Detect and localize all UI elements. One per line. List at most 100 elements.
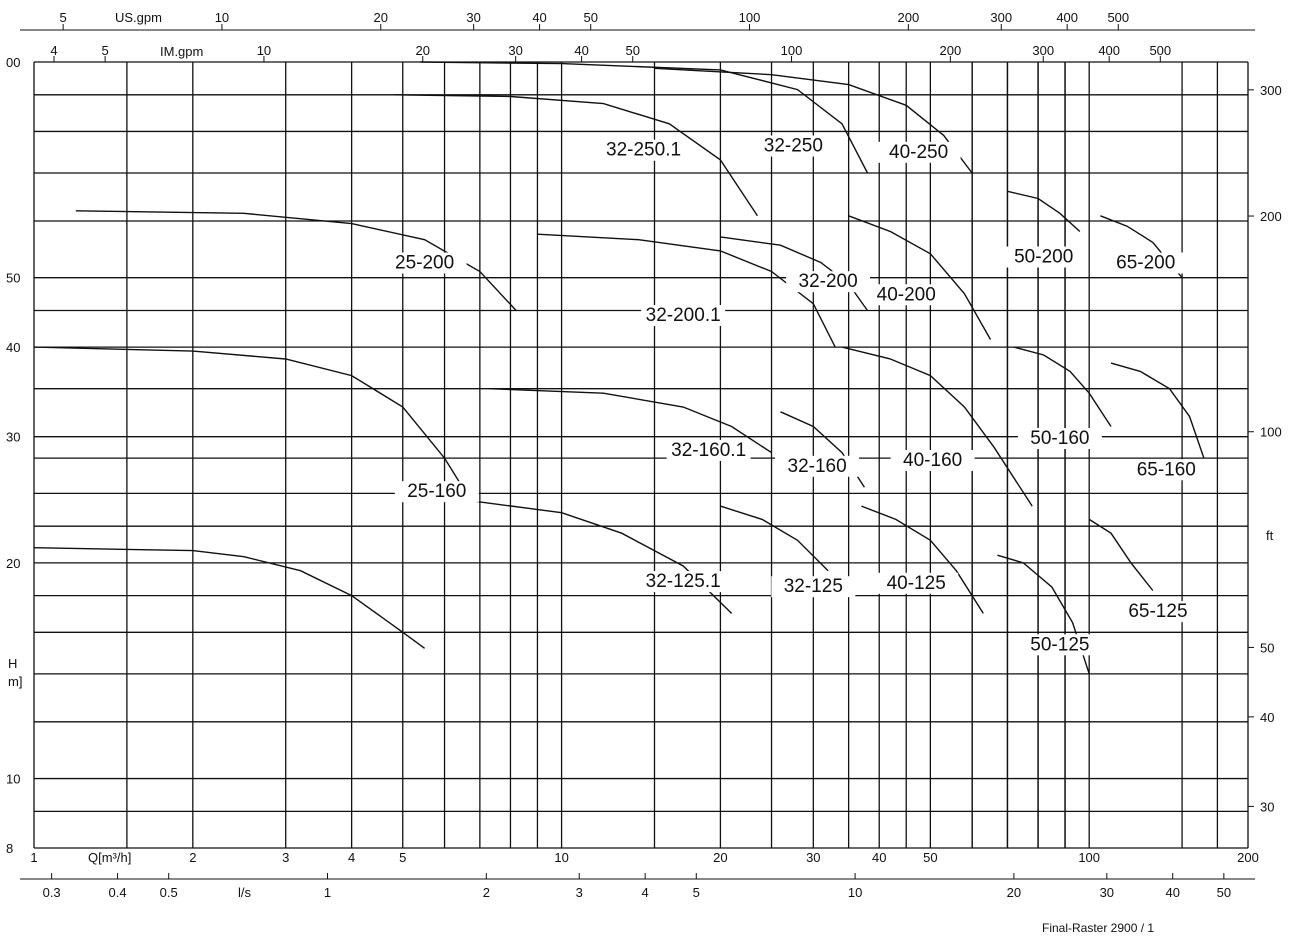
curve-label-bg: [641, 305, 726, 327]
x-tick-label: 10: [554, 850, 568, 865]
pump-curve-32-200.1: [537, 233, 836, 348]
pump-curve-65-125: [1088, 518, 1154, 591]
imgpm-tick-label: 5: [102, 43, 109, 58]
usgpm-axis-label: US.gpm: [115, 10, 162, 25]
x-tick-label: 3: [282, 850, 289, 865]
curve-label: 32-250.1: [606, 140, 681, 161]
pump-curve-32-125: [720, 505, 829, 572]
imgpm-axis-label: IM.gpm: [160, 44, 203, 59]
pump-curve-40-125: [861, 505, 984, 614]
imgpm-tick-label: 10: [257, 43, 271, 58]
curve-label: 32-125.1: [646, 571, 721, 592]
y-axis-label-h: H: [8, 656, 17, 671]
x-tick-label: 2: [189, 850, 196, 865]
y-axis-label-unit: m]: [8, 674, 22, 689]
x-tick-label: 20: [713, 850, 727, 865]
chart-grid: [33, 61, 1249, 849]
x-tick-label: 5: [399, 850, 406, 865]
curve-label-bg: [864, 284, 949, 306]
pump-curve-25-200: [75, 210, 517, 311]
curve-label-bg: [786, 271, 871, 293]
curve-label-bg: [1017, 428, 1102, 450]
curve-label-bg: [775, 455, 860, 477]
curve-label-bg: [382, 252, 467, 274]
x-tick-label: 4: [348, 850, 355, 865]
pump-curve-32-160.1: [489, 388, 772, 454]
imgpm-tick-label: 20: [416, 43, 430, 58]
pump-curves: [33, 61, 1205, 675]
curve-label: 50-160: [1030, 428, 1089, 449]
x-tick-label: 40: [872, 850, 886, 865]
pump-curve-32-200: [720, 236, 869, 311]
x-tick-label: 50: [923, 850, 937, 865]
ls-tick-label: 20: [1007, 885, 1021, 900]
imgpm-tick-label: 4: [50, 43, 57, 58]
ft-tick-label: 200: [1260, 209, 1282, 224]
pump-curve-25-125: [33, 547, 426, 649]
ft-tick-label: 30: [1260, 799, 1274, 814]
pump-curve-25-160: [33, 346, 467, 494]
ls-tick-label: 30: [1100, 885, 1114, 900]
curve-label-bg: [771, 576, 856, 598]
y-tick-label: 40: [6, 340, 20, 355]
ft-tick-label: 40: [1260, 710, 1274, 725]
curve-label: 65-160: [1137, 459, 1196, 480]
curve-label-bg: [1017, 634, 1102, 656]
curve-label: 40-160: [903, 450, 962, 471]
pump-curve-32-250: [420, 61, 869, 174]
imgpm-tick-label: 100: [781, 43, 803, 58]
imgpm-tick-label: 50: [625, 43, 639, 58]
x-tick-label: 1: [30, 850, 37, 865]
curve-label: 32-200: [799, 271, 858, 292]
imgpm-tick-label: 400: [1098, 43, 1120, 58]
y-tick-label: 50: [6, 271, 20, 286]
pump-curve-50-160: [1013, 346, 1112, 427]
curve-label: 40-125: [887, 573, 946, 594]
ft-tick-label: 100: [1260, 425, 1282, 440]
ls-tick-label: 0.4: [109, 885, 127, 900]
pump-curve-50-200: [1007, 190, 1081, 233]
usgpm-tick-label: 20: [374, 10, 388, 25]
imgpm-tick-label: 40: [574, 43, 588, 58]
curve-label-bg: [876, 141, 961, 163]
curve-label-bg: [1001, 246, 1086, 268]
curve-label: 25-160: [407, 481, 466, 502]
pump-curve-32-125.1: [462, 499, 733, 614]
ls-tick-label: 3: [576, 885, 583, 900]
ls-tick-label: 10: [848, 885, 862, 900]
curve-label: 32-200.1: [646, 305, 721, 326]
ls-tick-label: 4: [642, 885, 649, 900]
x-tick-label: 30: [806, 850, 820, 865]
usgpm-tick-label: 400: [1056, 10, 1078, 25]
ls-tick-label: 40: [1165, 885, 1179, 900]
curve-label: 32-125: [784, 576, 843, 597]
curve-label-bg: [874, 572, 959, 594]
curve-label-bg: [601, 139, 686, 161]
chart-axes: 1 2 3 4 5 10 20 30 40 50 100 200 0.3 0.4 0.5 1 2 3 4 5 10 20 3…: [6, 10, 1282, 900]
pump-curve-65-160: [1110, 362, 1205, 459]
ls-tick-label: 1: [324, 885, 331, 900]
ft-axis-label: ft: [1266, 528, 1274, 543]
curve-label: 40-200: [877, 284, 936, 305]
pump-curve-40-200: [848, 215, 992, 340]
x-axis-label: Q[m³/h]: [88, 850, 131, 865]
y-tick-label: 00: [6, 55, 20, 70]
ft-tick-label: 50: [1260, 640, 1274, 655]
curve-label-bg: [1103, 252, 1188, 274]
curve-label: 50-125: [1030, 634, 1089, 655]
curve-label: 32-250: [764, 136, 823, 157]
curve-label: 65-125: [1128, 601, 1187, 622]
curve-label-bg: [1115, 601, 1200, 623]
curve-label-bg: [394, 481, 479, 503]
footer-text: Final-Raster 2900 / 1: [1042, 921, 1154, 935]
curve-label-bg: [1124, 459, 1209, 481]
x-tick-label: 100: [1078, 850, 1100, 865]
imgpm-tick-label: 200: [940, 43, 962, 58]
usgpm-tick-label: 300: [990, 10, 1012, 25]
usgpm-tick-label: 500: [1107, 10, 1129, 25]
curve-label-bg: [751, 135, 836, 157]
ft-tick-label: 300: [1260, 83, 1282, 98]
ls-tick-label: 0.3: [43, 885, 61, 900]
usgpm-tick-label: 200: [897, 10, 919, 25]
